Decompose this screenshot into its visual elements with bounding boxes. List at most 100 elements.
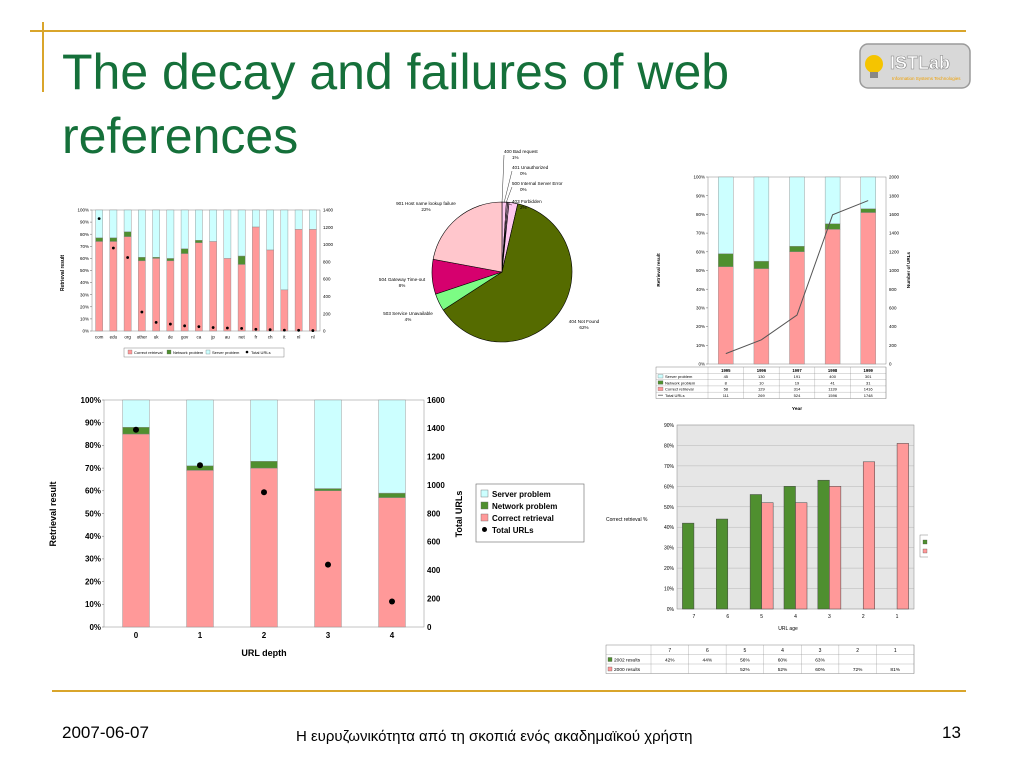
table-header-cell: 1	[894, 648, 897, 654]
table-swatch	[607, 657, 613, 662]
istlab-logo: ISTLab Information Systems Technologies	[859, 43, 971, 89]
y-tick-label: 90%	[696, 193, 705, 198]
table-header-cell: 5	[744, 648, 747, 654]
table-cell: 314	[794, 387, 801, 392]
lightbulb-base	[870, 72, 878, 78]
bar-segment	[789, 251, 805, 365]
table-cell: 191	[794, 374, 801, 379]
bar-segment	[138, 209, 146, 258]
bar-segment	[378, 497, 406, 628]
table-cell: 1139	[828, 387, 837, 392]
table-cell: 524	[794, 393, 801, 398]
y2-tick-label: 0	[889, 362, 892, 367]
table-row-label: Network problem	[665, 380, 696, 385]
y-tick-label: 40%	[80, 280, 89, 285]
y2-tick-label: 1800	[889, 193, 900, 198]
legend-label: Total URLs	[251, 350, 271, 355]
bar	[817, 479, 830, 610]
bar-segment	[166, 258, 175, 262]
y-tick-label: 40%	[696, 287, 705, 292]
y-tick-label: 100%	[81, 396, 101, 405]
total-urls-point	[168, 322, 172, 326]
y2-tick-label: 1200	[427, 453, 445, 462]
legend-swatch	[205, 349, 211, 355]
y2-tick-label: 0	[427, 623, 432, 632]
x-tick-label: 6	[726, 614, 729, 620]
table-cell: 56%	[740, 658, 750, 664]
data-table	[605, 644, 915, 674]
y2-tick-label: 200	[889, 343, 897, 348]
total-urls-point	[211, 326, 215, 329]
y2-tick-label: 1200	[323, 225, 334, 230]
x-axis-label: URL age	[778, 626, 798, 632]
total-urls-point	[389, 598, 395, 605]
table-cell: 111	[723, 393, 730, 398]
y2-tick-label: 600	[889, 305, 897, 310]
bar-segment	[209, 241, 217, 332]
chart-url-depth: 0% 10% 20% 30% 40% 50% 60% 70% 80% 90% 100% 0 200 400…	[48, 396, 585, 658]
y2-tick-label: 600	[427, 538, 441, 547]
y2-tick-label: 400	[427, 566, 441, 575]
table-cell: 44%	[703, 658, 713, 664]
x-tick-label: jp	[210, 335, 215, 340]
x-tick-label: nl	[297, 335, 301, 340]
y2-tick-label: 200	[427, 594, 441, 603]
total-urls-point	[197, 462, 203, 469]
total-urls-point	[282, 328, 286, 332]
y-tick-label: 80%	[664, 443, 675, 449]
y2-tick-label: 1000	[427, 481, 445, 490]
bar-segment	[252, 209, 260, 228]
chart-domains: 0% 10% 20% 30% 40% 50% 60% 70% 80% 90% 100% 0 200 400…	[60, 208, 334, 358]
bar-segment	[109, 209, 118, 239]
bar	[682, 522, 695, 610]
table-cell: 1748	[864, 393, 874, 398]
table-header-cell: 3	[819, 648, 822, 654]
legend-label: Server problem	[212, 350, 240, 355]
x-tick-label: edu	[110, 335, 118, 340]
pie-leader-line	[505, 186, 513, 204]
y-axis-label: Retrieval result	[60, 255, 66, 291]
bar-segment	[180, 209, 189, 249]
bar-segment	[122, 399, 150, 428]
table-header-cell: 4	[781, 648, 784, 654]
bar	[783, 486, 796, 610]
legend-swatch	[480, 513, 489, 522]
legend-label: Correct retrieval	[492, 514, 554, 523]
bar-segment	[223, 209, 232, 259]
x-tick-label: de	[168, 335, 174, 340]
x-tick-label: 4	[390, 631, 395, 640]
legend-swatch	[922, 548, 928, 554]
total-urls-point	[197, 325, 201, 329]
legend-label: Server problem	[492, 490, 551, 499]
bar-segment	[95, 237, 103, 242]
title-line-1: The decay and failures of web	[62, 44, 730, 100]
data-table	[655, 366, 887, 399]
pie-slice-label: 504 Gateway Time-out	[379, 277, 426, 282]
pie-slice-percent: 4%	[405, 317, 412, 322]
y-tick-label: 70%	[664, 464, 675, 470]
bar-segment	[237, 209, 246, 257]
bar-segment	[186, 399, 214, 467]
y2-tick-label: 200	[323, 311, 331, 316]
bar-segment	[718, 266, 734, 365]
y-tick-label: 20%	[664, 566, 675, 572]
bar-segment	[250, 461, 278, 469]
table-cell: 1416	[864, 387, 874, 392]
bar-segment	[250, 399, 278, 462]
y-tick-label: 80%	[85, 441, 101, 450]
bar-segment	[237, 264, 246, 332]
total-urls-line	[725, 200, 869, 355]
legend-label: Correct retrieval	[134, 350, 163, 355]
total-urls-point	[240, 327, 244, 330]
pie-leader-line	[507, 203, 513, 206]
table-row-label: 2002 results	[614, 658, 641, 664]
footer-date: 2007-06-07	[62, 723, 149, 742]
y-tick-label: 100%	[77, 208, 89, 213]
y-tick-label: 90%	[85, 419, 101, 428]
table-cell: 42%	[665, 658, 675, 664]
x-tick-label: 1	[198, 631, 203, 640]
y-tick-label: 90%	[80, 220, 89, 225]
bar-segment	[166, 209, 175, 259]
y-tick-label: 10%	[696, 343, 705, 348]
x-tick-label: 7	[693, 614, 696, 620]
